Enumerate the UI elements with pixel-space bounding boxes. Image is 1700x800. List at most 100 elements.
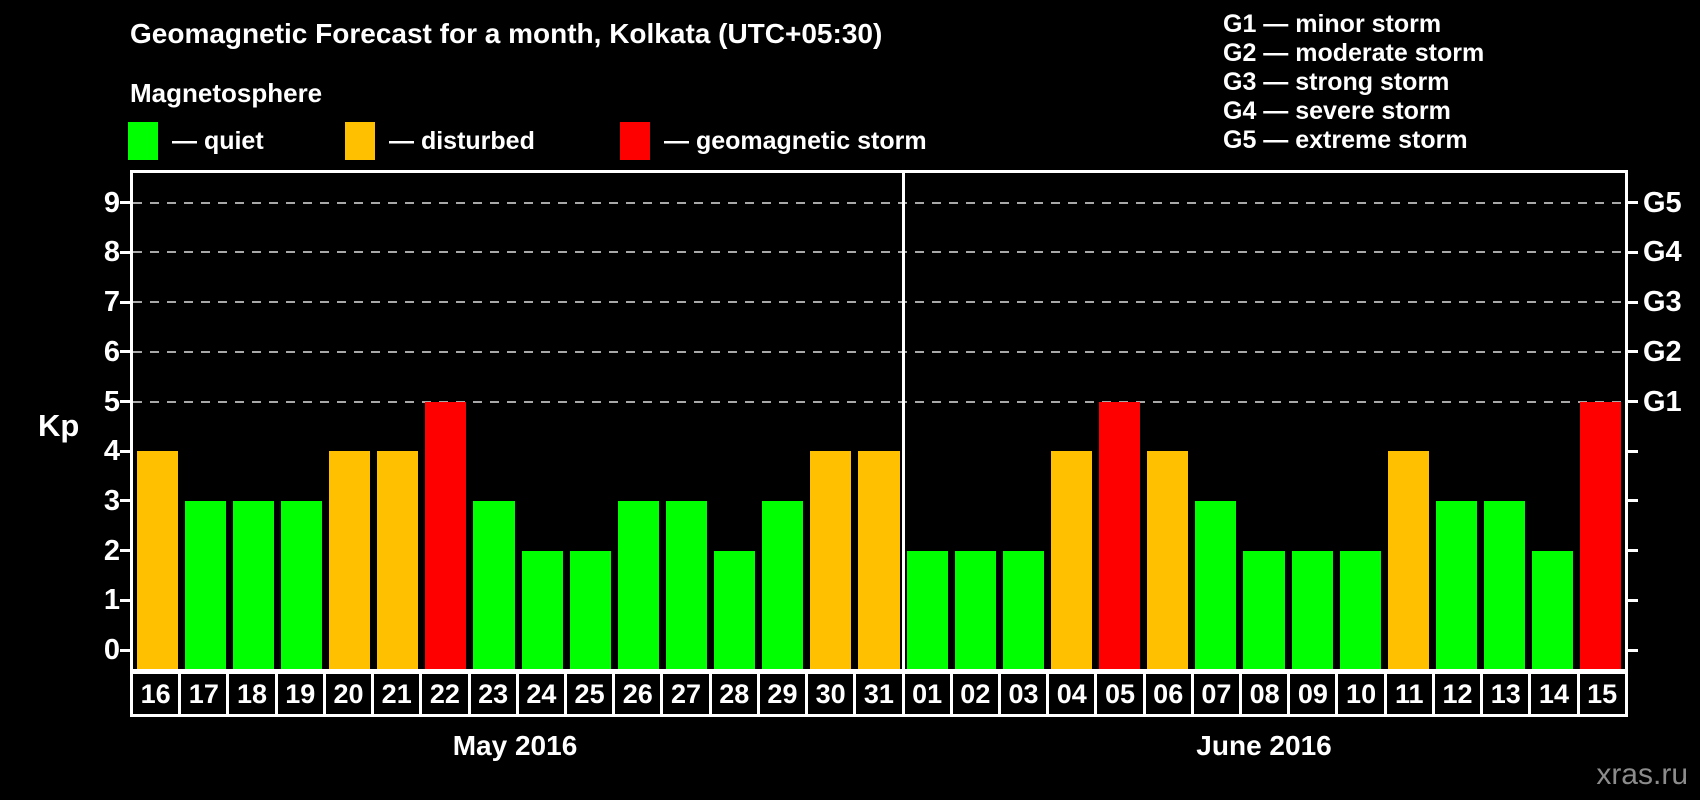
day-label-cell-23: 23	[467, 671, 519, 717]
y-axis-tick-label-1: 1	[103, 584, 120, 617]
g-axis-label-g3: G3	[1643, 286, 1682, 319]
y-axis-tick-label-4: 4	[103, 435, 120, 468]
day-label-cell-25: 25	[563, 671, 616, 717]
day-label-cell-28: 28	[708, 671, 760, 717]
legend-item-quiet: — quiet	[128, 120, 264, 162]
day-label-cell-03: 03	[997, 671, 1050, 717]
kp-bar-day-23	[473, 500, 515, 669]
day-label-cell-20: 20	[322, 671, 375, 717]
day-label-cell-24: 24	[515, 671, 567, 717]
day-label-cell-08: 08	[1239, 671, 1291, 717]
day-label-cell-02: 02	[949, 671, 1001, 717]
g-axis-label-g5: G5	[1643, 186, 1682, 219]
day-label-cell-29: 29	[756, 671, 809, 717]
day-label-cell-19: 19	[274, 671, 326, 717]
day-label-cell-30: 30	[805, 671, 857, 717]
g-legend-line-g3: G3 — strong storm	[1223, 68, 1450, 96]
kp-bar-day-24	[521, 550, 563, 669]
kp-bar-day-13	[1484, 500, 1526, 669]
y-axis-tick-left	[120, 350, 130, 354]
day-label-cell-17: 17	[178, 671, 230, 717]
day-label-cell-11: 11	[1383, 671, 1435, 717]
kp-bar-day-08	[1243, 550, 1285, 669]
kp-bar-day-27	[665, 500, 708, 669]
y-axis-tick-right	[1628, 449, 1638, 453]
y-axis-tick-right	[1628, 499, 1638, 503]
gridline-kp9	[133, 201, 1625, 204]
g-legend-line-g5: G5 — extreme storm	[1223, 126, 1468, 154]
kp-bar-day-22	[425, 401, 467, 669]
day-label-row: 16 17 18 19 20 21 22 23 24 25 26 27 28 29 30 31 01 02 03 04…	[130, 671, 1628, 717]
day-label-cell-07: 07	[1190, 671, 1243, 717]
page-title: Geomagnetic Forecast for a month, Kolkat…	[130, 18, 883, 49]
kp-bar-day-10	[1339, 550, 1381, 669]
kp-bar-day-12	[1435, 500, 1478, 669]
kp-bar-day-09	[1291, 550, 1333, 669]
day-label-cell-12: 12	[1431, 671, 1484, 717]
y-axis-tick-left	[120, 648, 130, 652]
y-axis-tick-label-3: 3	[103, 484, 120, 517]
day-label-cell-14: 14	[1528, 671, 1580, 717]
y-axis-tick-right	[1628, 300, 1638, 304]
y-axis-tick-label-8: 8	[103, 236, 120, 269]
legend-disturbed-label: — disturbed	[389, 126, 535, 155]
day-label-cell-27: 27	[660, 671, 712, 717]
day-label-cell-09: 09	[1287, 671, 1339, 717]
quiet-color-swatch	[128, 122, 158, 160]
day-label-cell-05: 05	[1094, 671, 1146, 717]
kp-bar-day-21	[377, 451, 419, 669]
kp-bar-day-07	[1195, 500, 1237, 669]
plot-area	[120, 170, 1638, 672]
kp-bar-day-31	[858, 451, 900, 669]
day-label-cell-01: 01	[901, 671, 953, 717]
day-label-cell-04: 04	[1046, 671, 1098, 717]
day-label-cell-16: 16	[130, 671, 182, 717]
kp-bar-day-25	[569, 550, 611, 669]
y-axis-tick-left	[120, 449, 130, 453]
day-label-cell-31: 31	[853, 671, 905, 717]
y-axis-tick-left	[120, 250, 130, 254]
kp-bar-day-01	[906, 550, 948, 669]
month-divider	[901, 173, 905, 669]
kp-bar-day-30	[810, 451, 852, 669]
kp-bar-day-11	[1387, 451, 1429, 669]
y-axis-tick-left	[120, 300, 130, 304]
kp-bar-day-06	[1147, 451, 1189, 669]
day-label-cell-26: 26	[612, 671, 664, 717]
y-axis-tick-label-5: 5	[103, 385, 120, 418]
y-axis-tick-label-0: 0	[103, 634, 120, 666]
g-axis-label-g2: G2	[1643, 335, 1682, 368]
kp-bar-day-29	[762, 500, 804, 669]
day-label-cell-06: 06	[1142, 671, 1194, 717]
day-label-cell-21: 21	[371, 671, 423, 717]
magnetosphere-label: Magnetosphere	[130, 78, 323, 108]
g-axis-label-g4: G4	[1643, 236, 1682, 269]
kp-bar-day-14	[1532, 550, 1574, 669]
storm-color-swatch	[620, 122, 650, 160]
y-axis-tick-right	[1628, 648, 1638, 652]
month-label-june: June 2016	[1196, 730, 1332, 761]
y-axis-tick-left	[120, 201, 130, 205]
y-axis-tick-right	[1628, 598, 1638, 602]
day-label-cell-10: 10	[1335, 671, 1387, 717]
g-legend-line-g2: G2 — moderate storm	[1223, 39, 1485, 67]
kp-bar-day-28	[714, 550, 756, 669]
y-axis-tick-label-2: 2	[103, 534, 120, 567]
y-axis-tick-label-6: 6	[103, 335, 120, 368]
gridline-kp5	[133, 400, 1625, 403]
legend-quiet-label: — quiet	[172, 126, 264, 155]
y-axis-tick-label-9: 9	[103, 186, 120, 219]
g-axis-label-g1: G1	[1643, 385, 1682, 418]
kp-bar-day-18	[232, 500, 274, 669]
day-label-cell-13: 13	[1480, 671, 1532, 717]
kp-bar-day-15	[1580, 401, 1622, 669]
day-label-cell-15: 15	[1576, 671, 1628, 717]
y-axis-tick-right	[1628, 201, 1638, 205]
watermark: xras.ru	[1596, 758, 1688, 791]
kp-bar-day-05	[1099, 401, 1141, 669]
gridline-kp6	[133, 350, 1625, 353]
y-axis-tick-left	[120, 499, 130, 503]
gridline-kp8	[133, 251, 1625, 254]
gridline-kp7	[133, 301, 1625, 304]
